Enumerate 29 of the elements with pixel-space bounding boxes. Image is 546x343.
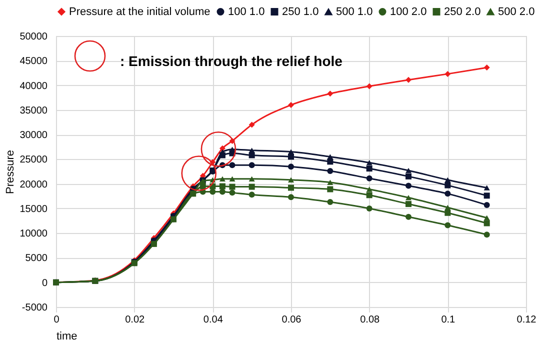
y-tick-label: -5000 <box>22 302 48 314</box>
y-tick-label: 40000 <box>20 80 48 92</box>
legend-label: 500 1.0 <box>336 6 373 18</box>
legend-label: 500 2.0 <box>498 6 535 18</box>
y-axis-title: Pressure <box>4 150 17 194</box>
x-tick-label: 0.04 <box>203 314 224 326</box>
legend-label: 250 2.0 <box>444 6 481 18</box>
y-tick-label: 15000 <box>20 204 48 215</box>
x-tick-label: 0.12 <box>516 314 537 326</box>
x-axis-title: time <box>56 330 78 342</box>
x-tick-label: 0.02 <box>125 314 145 326</box>
y-tick-label: 10000 <box>20 228 48 240</box>
x-tick-label: 0.1 <box>441 314 456 326</box>
legend-label: 100 1.0 <box>228 6 265 18</box>
x-tick-label: 0.08 <box>360 314 380 326</box>
y-tick-label: 30000 <box>20 130 48 142</box>
y-tick-label: 0 <box>42 278 48 289</box>
x-tick-label: 0.06 <box>282 314 302 326</box>
y-tick-label: 35000 <box>20 105 48 116</box>
legend-label: 100 2.0 <box>390 6 427 18</box>
y-tick-label: 50000 <box>20 32 48 42</box>
y-tick-label: 25000 <box>20 154 48 166</box>
annotation: : Emission through the relief hole <box>120 53 343 69</box>
x-tick-label: 0 <box>54 314 60 326</box>
legend-label: 250 1.0 <box>282 6 319 18</box>
y-tick-label: 45000 <box>20 56 48 68</box>
legend-label: Pressure at the initial volume <box>69 6 210 18</box>
y-tick-label: 20000 <box>20 179 48 190</box>
y-tick-label: 5000 <box>25 253 48 264</box>
